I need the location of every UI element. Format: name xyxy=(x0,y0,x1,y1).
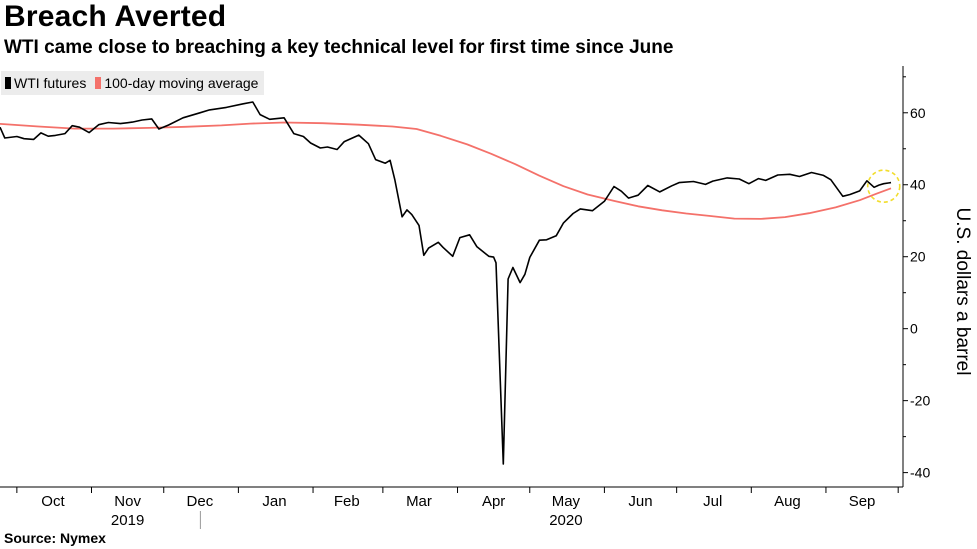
x-tick-label: Dec xyxy=(187,493,214,510)
x-tick-label: Sep xyxy=(849,493,876,510)
x-tick-label: Apr xyxy=(482,493,505,510)
y-tick-label: 20 xyxy=(910,249,926,265)
y-tick-label: -40 xyxy=(910,465,930,481)
series-layer xyxy=(0,101,892,465)
axes: 60 40 20 0 -20 -40 U.S. dollars a barrel Oct Nov… xyxy=(0,66,973,529)
series-line-100-day-moving-average xyxy=(0,121,892,220)
legend-swatch-moving-average xyxy=(95,77,102,89)
x-tick-label: Mar xyxy=(406,493,432,510)
legend-item-wti-futures: WTI futures xyxy=(5,75,86,91)
chart-legend: WTI futures 100-day moving average xyxy=(1,71,265,95)
series-line-wti-futures xyxy=(0,101,892,465)
chart-title: Breach Averted xyxy=(4,0,227,33)
x-tick-label: Jan xyxy=(262,493,286,510)
x-tick-label: Jul xyxy=(703,493,722,510)
x-tick-label: Feb xyxy=(334,493,360,510)
legend-swatch-wti-futures xyxy=(5,77,11,89)
legend-item-moving-average: 100-day moving average xyxy=(95,75,258,91)
x-year-label: 2019 xyxy=(111,512,144,529)
x-tick-label: Aug xyxy=(774,493,801,510)
x-tick-label: Jun xyxy=(628,493,652,510)
legend-label-moving-average: 100-day moving average xyxy=(104,75,259,91)
x-year-label: 2020 xyxy=(549,512,582,529)
y-tick-label: 40 xyxy=(910,177,926,193)
x-tick-label: May xyxy=(552,493,581,510)
chart-subtitle: WTI came close to breaching a key techni… xyxy=(4,37,674,58)
y-tick-label: -20 xyxy=(910,393,930,409)
y-tick-label: 0 xyxy=(910,321,918,337)
y-tick-label: 60 xyxy=(910,105,926,121)
highlight-circle xyxy=(866,169,901,203)
legend-label-wti-futures: WTI futures xyxy=(14,75,87,91)
y-axis-label: U.S. dollars a barrel xyxy=(952,208,973,376)
annotations xyxy=(866,169,901,203)
x-tick-label: Oct xyxy=(41,493,65,510)
source-note: Source: Nymex xyxy=(4,530,106,546)
x-tick-label: Nov xyxy=(114,493,141,510)
